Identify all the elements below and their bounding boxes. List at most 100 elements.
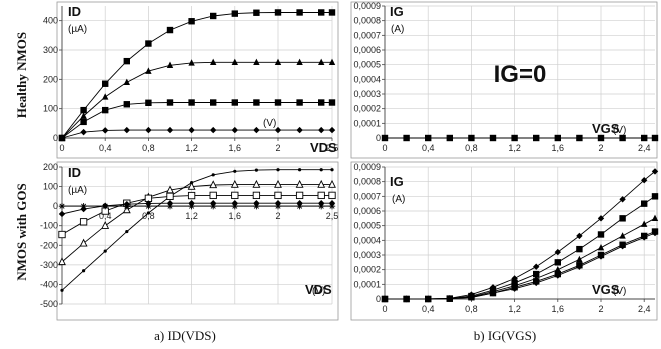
caption-left: a) ID(VDS)	[154, 328, 216, 343]
x-tick-label: 2	[598, 304, 603, 314]
y-tick-label: 0	[376, 133, 381, 143]
data-point	[166, 99, 174, 106]
data-point	[330, 168, 334, 172]
data-point	[296, 9, 303, 16]
y-tick-label: 0,0009	[353, 162, 381, 172]
x-tick-label: 1,6	[552, 143, 565, 153]
data-point	[554, 272, 561, 279]
data-point	[328, 9, 336, 16]
data-point	[166, 192, 174, 201]
series-line	[61, 129, 332, 139]
x-tick-label: 0,4	[422, 304, 435, 314]
data-point	[252, 191, 261, 200]
data-point	[210, 58, 217, 66]
data-point	[80, 112, 87, 119]
data-point	[619, 134, 626, 142]
x-axis-label: VDS	[310, 140, 337, 155]
y-axis-unit: (µA)	[68, 24, 87, 35]
data-point	[296, 99, 303, 106]
y-axis-label: IG	[390, 174, 404, 189]
data-point	[102, 127, 109, 134]
y-tick-label: 0,0005	[353, 221, 381, 231]
y-tick-label: 0,0009	[353, 1, 381, 11]
data-point	[58, 257, 66, 266]
data-point	[446, 134, 453, 142]
data-point	[641, 234, 648, 241]
x-tick-label: 0,8	[142, 211, 155, 221]
data-point	[296, 202, 303, 210]
data-point	[123, 202, 130, 210]
series-4	[58, 126, 336, 142]
series-3	[58, 99, 336, 142]
data-point	[274, 9, 282, 16]
series-line	[61, 184, 332, 263]
data-point	[254, 168, 258, 172]
data-point	[60, 288, 64, 292]
data-point	[101, 221, 110, 229]
y-tick-label: 0	[53, 133, 58, 143]
data-point	[231, 99, 238, 106]
data-point	[80, 106, 87, 114]
series-2	[58, 58, 336, 141]
data-point	[318, 99, 325, 106]
y-tick-label: 200	[43, 162, 58, 172]
x-tick-label: 1,2	[185, 143, 198, 153]
data-point	[619, 232, 626, 239]
x-tick-label: 1,2	[185, 211, 198, 221]
data-point	[296, 126, 303, 134]
x-tick-label: 0	[382, 143, 387, 153]
data-point	[619, 243, 626, 250]
data-point	[576, 245, 583, 253]
series-1	[381, 134, 659, 142]
data-point	[122, 205, 131, 214]
data-point	[489, 134, 497, 142]
data-point	[231, 10, 238, 17]
series-1	[58, 9, 336, 142]
y-tick-label: 100	[43, 182, 58, 192]
data-point	[597, 243, 605, 251]
data-point	[597, 231, 605, 238]
x-tick-label: 0,8	[465, 304, 478, 314]
data-point	[274, 202, 282, 210]
y-tick-label: 0,0006	[353, 206, 381, 216]
data-point	[619, 196, 626, 203]
panel-healthy-id-vds: 0 100 200 300 400 0 0,4 0,8 1,2 1,6 2 2,5 ID (µA) VDS (…	[43, 1, 339, 159]
data-point	[533, 263, 540, 270]
data-point	[145, 40, 152, 47]
x-tick-label: 2	[275, 211, 280, 221]
y-tick-label: 0,0003	[353, 250, 381, 260]
series-line	[61, 102, 332, 139]
data-point	[318, 9, 325, 16]
y-axis-unit: (µA)	[68, 185, 87, 196]
data-point	[328, 202, 336, 210]
panel-frame	[350, 161, 658, 321]
x-tick-label: 2	[275, 143, 280, 153]
y-tick-label: -300	[40, 260, 58, 270]
data-point	[166, 26, 174, 34]
x-axis-unit: (V)	[263, 118, 276, 129]
data-point	[295, 191, 304, 200]
series-line	[61, 202, 332, 215]
y-axis-label: ID	[68, 165, 81, 180]
data-point	[274, 58, 282, 66]
x-tick-label: 2,5	[326, 211, 339, 221]
data-point	[319, 168, 323, 172]
data-point	[188, 59, 195, 66]
y-tick-label: -500	[40, 299, 58, 309]
panel-frame	[56, 1, 339, 159]
x-tick-label: 0	[59, 143, 64, 153]
data-point	[231, 191, 239, 200]
y-axis-unit: (A)	[392, 194, 405, 205]
data-point	[317, 179, 326, 188]
row-labels: Healthy NMOS NMOS with GOS	[14, 32, 29, 281]
x-tick-label: 1,6	[229, 211, 242, 221]
data-point	[641, 200, 648, 207]
data-point	[318, 58, 325, 66]
y-tick-label: 400	[43, 16, 58, 26]
data-point	[145, 67, 152, 74]
data-point	[651, 229, 659, 237]
data-point	[381, 134, 389, 142]
y-tick-label: -400	[40, 279, 58, 289]
y-tick-label: 100	[43, 104, 58, 114]
data-point	[58, 230, 66, 239]
